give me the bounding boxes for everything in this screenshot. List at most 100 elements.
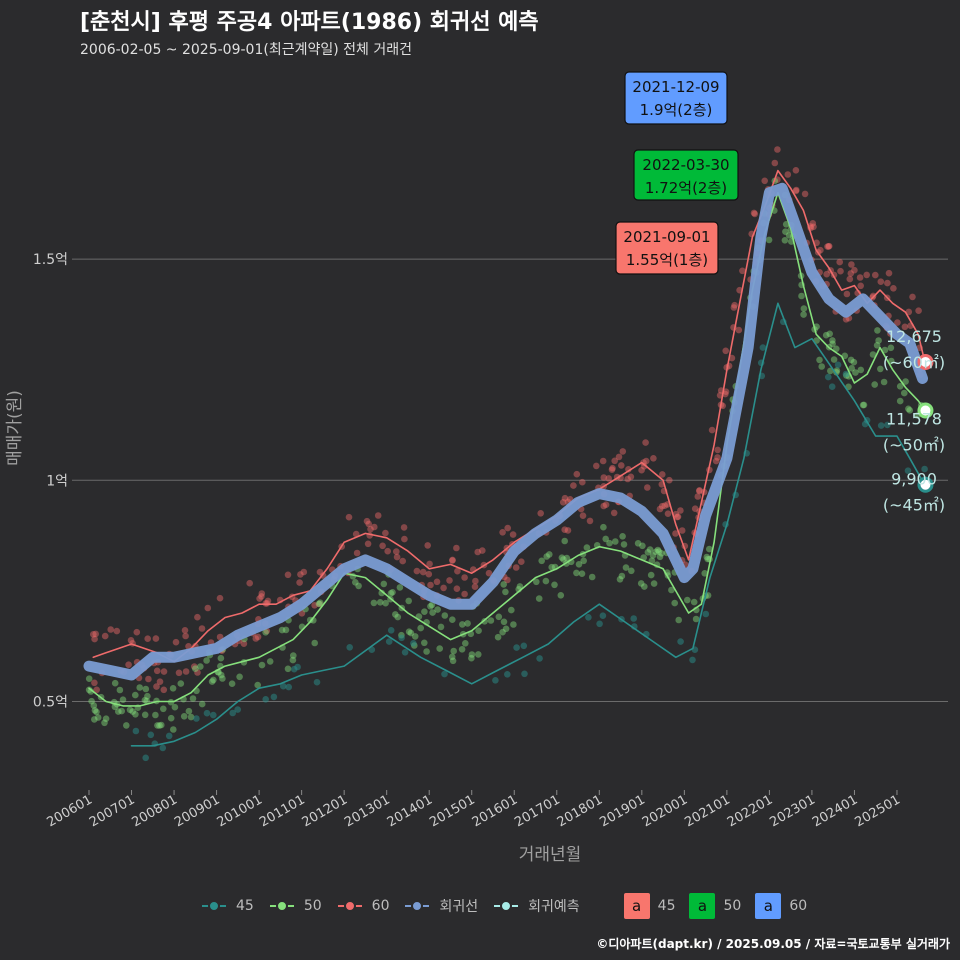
chart-title: [춘천시] 후평 주공4 아파트(1986) 회귀선 예측 (80, 10, 539, 35)
scatter-point (765, 236, 773, 244)
scatter-point (159, 744, 167, 752)
scatter-point (863, 271, 870, 279)
x-tick-label: 201201 (300, 792, 350, 830)
scatter-point (750, 209, 758, 217)
scatter-point (543, 553, 550, 560)
scatter-point (751, 210, 759, 218)
scatter-point (87, 688, 95, 695)
scatter-point (538, 557, 545, 565)
scatter-point (385, 638, 393, 645)
scatter-point (535, 595, 543, 602)
scatter-point (471, 583, 479, 590)
scatter-point (194, 669, 201, 676)
scatter-point (448, 653, 456, 661)
scatter-point (628, 567, 635, 575)
scatter-point (722, 347, 729, 355)
scatter-point (141, 711, 149, 719)
x-tick-label: 200801 (130, 792, 180, 830)
scatter-point (378, 589, 386, 597)
scatter-point (888, 357, 895, 365)
legend-box-label-45: 45 (657, 898, 676, 914)
scatter-point (433, 578, 441, 586)
scatter-point (285, 683, 293, 691)
scatter-point (472, 577, 479, 585)
scatter-point (145, 675, 152, 683)
scatter-point (423, 648, 430, 655)
y-axis-title: 매매가(원) (5, 390, 25, 466)
scatter-point (393, 553, 401, 561)
credit-text: ©디아파트(dapt.kr) / 2025.09.05 / 자료=국토교통부 실… (596, 937, 950, 951)
scatter-point (600, 523, 607, 531)
scatter-point (461, 590, 468, 598)
scatter-point (118, 707, 125, 715)
legend-box-label-60: 60 (789, 898, 808, 914)
scatter-point (236, 673, 243, 681)
scatter-point (449, 557, 456, 564)
scatter-point (481, 618, 488, 625)
scatter-point (458, 646, 466, 653)
scatter-point (692, 615, 700, 623)
scatter-point (474, 548, 482, 556)
scatter-point (536, 655, 543, 662)
scatter-point (578, 570, 586, 577)
annotation-date: 2021-09-01 (623, 228, 710, 246)
scatter-point (353, 549, 361, 557)
legend-box-item-60: a 60 (755, 893, 807, 919)
scatter-point (846, 275, 854, 283)
scatter-point (311, 639, 319, 647)
scatter-point (573, 569, 580, 577)
scatter-point (563, 554, 571, 562)
scatter-point (464, 620, 471, 627)
scatter-point (421, 639, 428, 647)
scatter-point (510, 621, 517, 628)
x-tick-label: 201001 (215, 792, 265, 830)
scatter-point (370, 599, 378, 607)
scatter-point (410, 640, 417, 647)
scatter-point (502, 588, 509, 596)
endpoint-area: (~50㎡) (883, 435, 945, 454)
scatter-point (647, 571, 655, 579)
scatter-point (345, 513, 353, 521)
scatter-point (154, 722, 161, 729)
scatter-point (192, 665, 199, 672)
scatter-point (902, 378, 909, 385)
scatter-point (210, 711, 217, 719)
scatter-point (668, 586, 675, 594)
scatter-point (659, 471, 666, 478)
scatter-point (459, 621, 466, 628)
scatter-point (860, 401, 868, 409)
x-tick-label: 202301 (767, 792, 817, 830)
scatter-point (252, 635, 260, 642)
x-tick-label: 202201 (725, 792, 775, 830)
scatter-point (389, 589, 396, 596)
scatter-point (425, 570, 433, 578)
scatter-point (300, 568, 308, 576)
scatter-point (143, 697, 150, 705)
scatter-point (172, 638, 180, 646)
scatter-point (462, 640, 469, 647)
scatter-point (739, 267, 746, 275)
scatter-point (189, 695, 197, 702)
scatter-point (453, 544, 460, 552)
legend-box-item-50: a 50 (689, 893, 741, 919)
scatter-point (641, 583, 648, 590)
x-axis-title: 거래년월 (519, 845, 582, 865)
legend-label-45: 45 (236, 898, 254, 914)
scatter-point (851, 266, 858, 274)
scatter-point (374, 512, 382, 519)
y-tick-label: 0.5억 (33, 695, 68, 711)
annotation-price: 1.55억(1층) (626, 251, 708, 269)
series-line-50 (88, 191, 926, 707)
scatter-point (722, 388, 730, 396)
scatter-point (499, 628, 506, 636)
scatter-point (429, 609, 436, 616)
scatter-point (784, 171, 792, 178)
scatter-point (290, 652, 297, 659)
scatter-point (167, 714, 175, 722)
scatter-point (602, 535, 609, 543)
scatter-point (449, 616, 456, 623)
scatter-point (759, 344, 767, 351)
scatter-point (229, 709, 236, 717)
scatter-point (672, 530, 679, 537)
legend-box-label-50: 50 (723, 898, 742, 914)
